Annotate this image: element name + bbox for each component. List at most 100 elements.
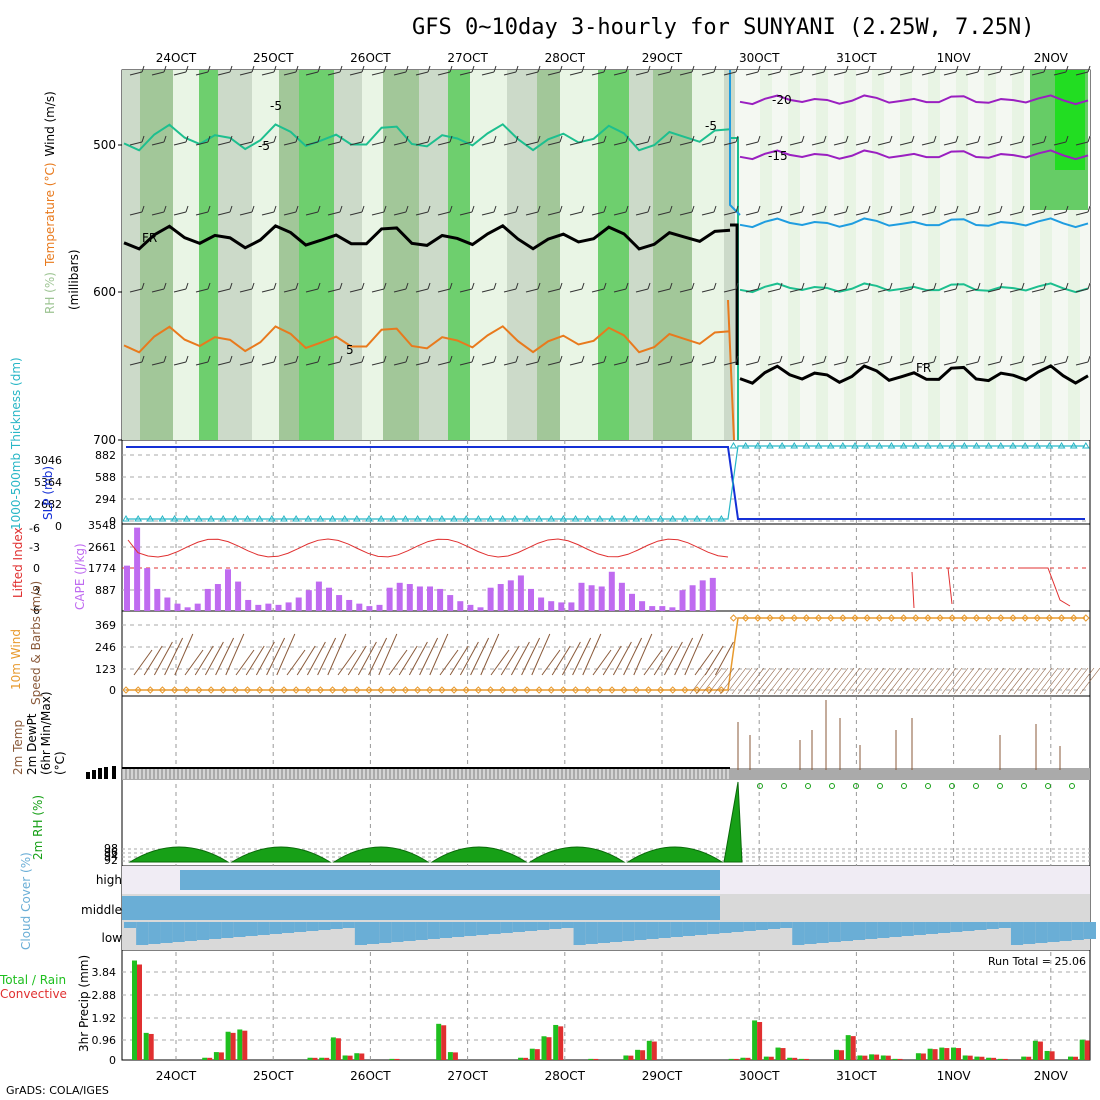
wind-marker xyxy=(219,686,227,694)
precip-total-bar xyxy=(880,1055,886,1060)
wind-barb-10m xyxy=(1049,667,1071,695)
wind-barb xyxy=(1031,211,1045,216)
precip-convective-bar xyxy=(745,1057,751,1060)
contour-label: 5 xyxy=(346,343,354,357)
thickness-marker xyxy=(134,515,143,522)
wind-barb xyxy=(811,211,825,216)
wind-barb xyxy=(701,211,715,216)
wind-barb-10m xyxy=(398,645,418,676)
wind-barb xyxy=(789,71,803,76)
precip-convective-bar xyxy=(137,964,142,1060)
precip-total-bar xyxy=(1032,1040,1038,1060)
wind-barb-10m xyxy=(887,667,909,695)
wind-barb xyxy=(613,361,627,366)
wind-barb xyxy=(921,71,935,76)
cape-bar xyxy=(467,604,474,611)
rh2m-marker xyxy=(901,783,907,789)
rh-band xyxy=(692,70,724,440)
wind-ylabel-right: Speed & Barbs (m/s) xyxy=(29,581,43,705)
wind-barb xyxy=(361,135,365,143)
wind-barb xyxy=(547,288,561,293)
cloud-low xyxy=(767,922,781,929)
wind-barb xyxy=(273,282,277,290)
wind-barb-10m xyxy=(490,649,510,676)
wind-barb xyxy=(349,211,363,216)
wind-barb xyxy=(921,288,935,293)
rh-band xyxy=(788,70,800,440)
cloud-low xyxy=(524,922,538,931)
precip-ylabel-conv: Convective xyxy=(0,987,67,1001)
precip-total-bar xyxy=(330,1037,336,1060)
wind-barb xyxy=(1065,355,1069,363)
y-tick-cape: 3548 xyxy=(88,519,116,532)
thickness-marker xyxy=(450,515,458,522)
wind-barb xyxy=(569,288,583,293)
wind-barb xyxy=(437,211,451,216)
precip-convective-bar xyxy=(441,1025,447,1060)
wind-barb xyxy=(185,205,189,213)
wind-barb-10m xyxy=(449,645,469,676)
rh-band xyxy=(419,70,448,440)
y-tick-li: 3 xyxy=(33,584,40,597)
wind-barb xyxy=(569,211,583,216)
wind-barb xyxy=(603,355,607,363)
wind-barb xyxy=(767,288,781,293)
cloud-low xyxy=(877,922,890,938)
wind-barb xyxy=(437,141,451,146)
wind-barb xyxy=(625,355,629,363)
rh-band xyxy=(560,70,598,440)
precip-total-bar xyxy=(775,1047,781,1060)
wind-barb-10m xyxy=(1031,667,1053,695)
wind-barb-10m xyxy=(947,667,969,695)
wind-barb xyxy=(295,205,299,213)
cloud-low xyxy=(962,922,975,931)
thickness-marker xyxy=(996,442,1005,449)
wind-barb xyxy=(779,135,783,143)
wind-barb-10m xyxy=(633,633,653,676)
wind-barb xyxy=(503,288,517,293)
wind-barb xyxy=(1031,288,1045,293)
wind-barb xyxy=(691,282,695,290)
cloud-low xyxy=(889,922,902,937)
wind-barb-10m xyxy=(1079,667,1100,695)
cloud-low xyxy=(196,922,210,940)
cloud-low xyxy=(439,922,453,938)
cloud-low xyxy=(974,922,987,930)
thickness-marker xyxy=(267,515,276,522)
cloud-low xyxy=(925,922,939,934)
wind-barb-10m xyxy=(551,645,571,676)
wind-barb-10m xyxy=(923,667,945,695)
wind-barb xyxy=(647,135,651,143)
wind-barb xyxy=(383,355,387,363)
wind-barb xyxy=(801,135,805,143)
wind-barb xyxy=(635,141,649,146)
cape-bar xyxy=(376,604,383,611)
wind-barb xyxy=(603,282,607,290)
wind-marker xyxy=(681,686,689,694)
wind-barb xyxy=(129,141,143,146)
wind-barb xyxy=(679,211,693,216)
cloud-low xyxy=(938,922,951,933)
y-tick-thickness: 2682 xyxy=(34,498,62,511)
wind-barb xyxy=(525,141,539,146)
cloud-low xyxy=(257,922,270,935)
wind-barb xyxy=(185,65,189,73)
cloud-low xyxy=(901,922,914,936)
wind-marker xyxy=(170,686,179,694)
cape-bar xyxy=(396,582,403,611)
wind-barb xyxy=(459,211,473,216)
wind-barb xyxy=(867,355,871,363)
thickness-marker xyxy=(790,442,799,449)
wind-barb-10m xyxy=(286,649,306,676)
wind-marker xyxy=(924,614,932,622)
contour-label: -15 xyxy=(768,149,788,163)
wind-barb xyxy=(273,355,277,363)
cloud-low xyxy=(415,922,428,940)
cloud-low xyxy=(269,922,282,934)
precip-total-bar xyxy=(518,1057,524,1060)
wind-barb xyxy=(471,282,475,290)
rh-band xyxy=(760,70,772,440)
wind-barb xyxy=(405,282,409,290)
contour-label: -5 xyxy=(270,99,282,113)
cloud-low xyxy=(840,922,853,941)
